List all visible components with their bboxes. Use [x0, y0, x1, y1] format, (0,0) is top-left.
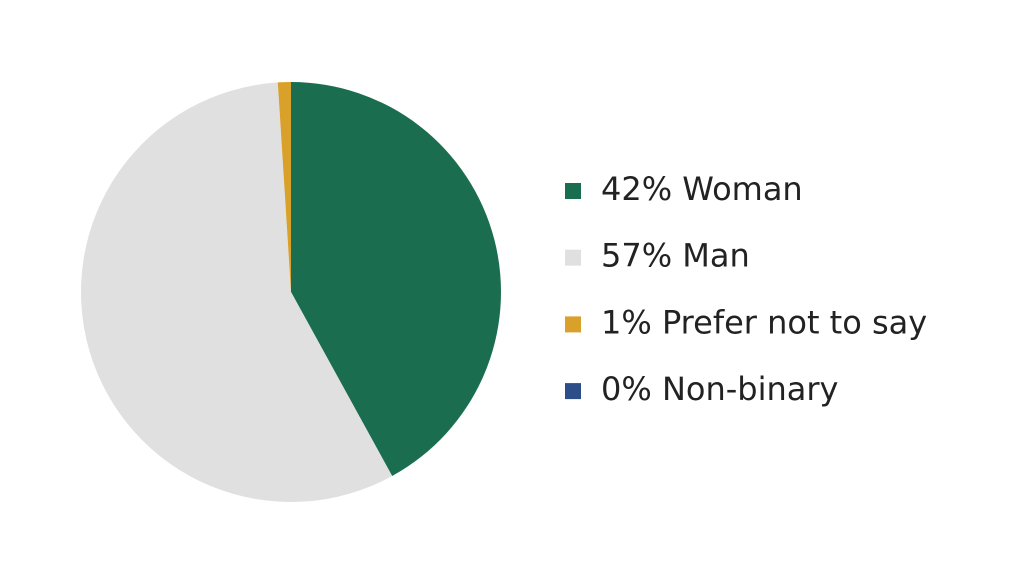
legend-label: 1% Prefer not to say: [601, 303, 927, 341]
legend-label: 0% Non-binary: [601, 370, 838, 408]
legend-swatch: [565, 249, 581, 266]
pie-slice: [291, 82, 502, 477]
pie-slice: [81, 82, 393, 502]
legend-swatch: [565, 183, 581, 199]
pie-slice: [277, 82, 291, 292]
legend-swatch: [565, 383, 581, 400]
legend-swatch: [565, 316, 581, 333]
legend-label: 57% Man: [601, 237, 750, 275]
legend-label: 42% Woman: [601, 170, 803, 208]
